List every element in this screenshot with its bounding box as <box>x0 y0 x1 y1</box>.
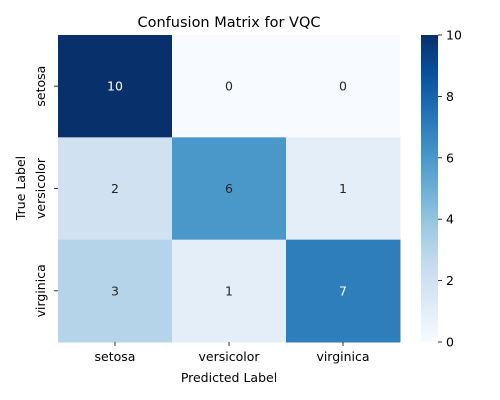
heatmap-cell <box>58 239 173 343</box>
x-axis-label: Predicted Label <box>181 370 277 385</box>
colorbar-tick-label: 6 <box>446 150 454 165</box>
heatmap-cell <box>172 35 287 138</box>
cell-value-label: 6 <box>225 181 233 196</box>
colorbar-tick-label: 4 <box>446 212 454 227</box>
x-tick-label: setosa <box>95 349 136 364</box>
y-axis-label: True Label <box>13 156 28 221</box>
heatmap-cell <box>58 137 173 241</box>
colorbar-tick-label: 8 <box>446 89 454 104</box>
heatmap-cell <box>286 35 401 138</box>
colorbar-tick-label: 10 <box>446 28 462 43</box>
y-tick-label: setosa <box>33 66 48 107</box>
heatmap-cell <box>58 35 173 138</box>
x-tick-label: versicolor <box>199 349 261 364</box>
cell-value-label: 10 <box>107 79 123 94</box>
heatmap-cell <box>172 137 287 241</box>
colorbar-gradient <box>421 35 438 342</box>
y-axis: setosa versicolor virginica <box>33 66 58 317</box>
cell-value-label: 0 <box>225 79 233 94</box>
heatmap-cell <box>172 239 287 343</box>
cell-value-label: 3 <box>111 283 119 298</box>
y-tick-label: versicolor <box>33 157 48 219</box>
y-tick-label: virginica <box>33 264 48 317</box>
colorbar-tick-label: 0 <box>446 335 454 350</box>
heatmap-cell <box>286 239 401 343</box>
chart-title: Confusion Matrix for VQC <box>138 15 321 31</box>
colorbar: 0 2 4 6 8 10 <box>421 28 462 350</box>
colorbar-ticks: 0 2 4 6 8 10 <box>438 28 462 350</box>
cell-value-label: 0 <box>339 79 347 94</box>
x-tick-label: virginica <box>316 349 369 364</box>
cell-value-label: 2 <box>111 181 119 196</box>
x-axis: setosa versicolor virginica <box>95 342 370 364</box>
cell-value-label: 7 <box>339 283 347 298</box>
heatmap-cells: 10 0 0 2 6 1 3 1 7 <box>58 35 401 343</box>
colorbar-tick-label: 2 <box>446 273 454 288</box>
cell-value-label: 1 <box>339 181 347 196</box>
cell-value-label: 1 <box>225 283 233 298</box>
heatmap-cell <box>286 137 401 241</box>
